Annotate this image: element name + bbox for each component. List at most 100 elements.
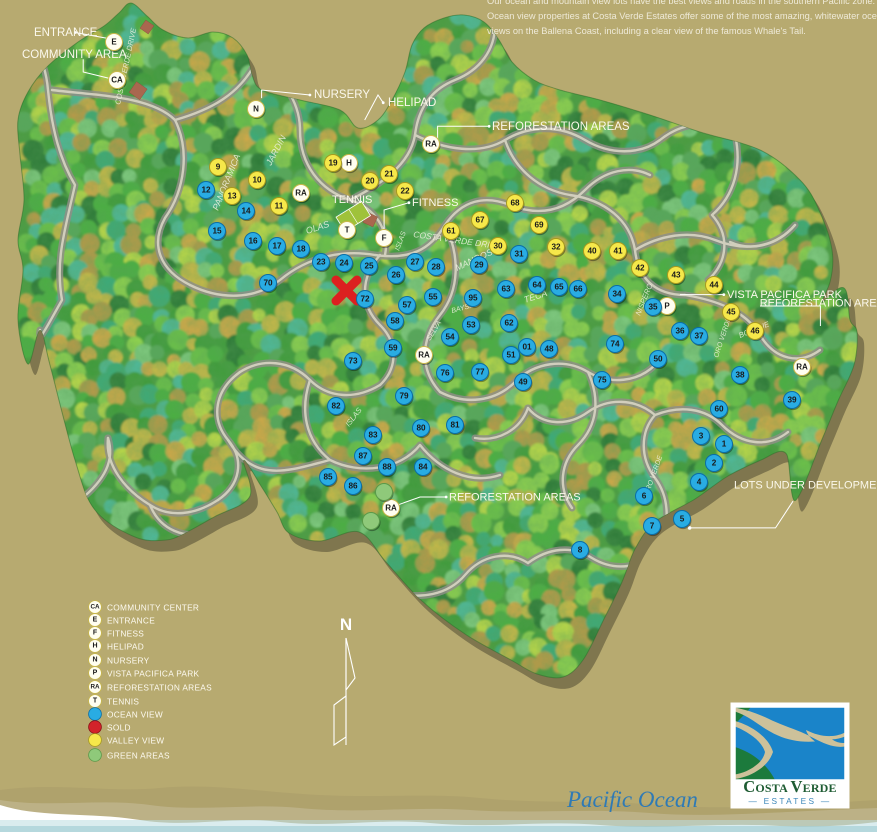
svg-text:REFORESTATION AREAS: REFORESTATION AREAS — [492, 121, 630, 133]
svg-text:73: 73 — [348, 357, 358, 366]
svg-text:COMMUNITY CENTER: COMMUNITY CENTER — [107, 603, 199, 613]
svg-text:RA: RA — [295, 189, 307, 198]
svg-text:36: 36 — [675, 327, 685, 336]
svg-text:88: 88 — [382, 463, 392, 472]
svg-text:E: E — [111, 38, 117, 47]
svg-text:2: 2 — [712, 459, 717, 468]
svg-text:39: 39 — [787, 396, 797, 405]
svg-text:T: T — [345, 226, 350, 235]
svg-text:14: 14 — [241, 207, 251, 216]
svg-text:TENNIS: TENNIS — [107, 697, 139, 707]
svg-text:20: 20 — [365, 177, 375, 186]
svg-text:REFORESTATION AREAS: REFORESTATION AREAS — [760, 298, 877, 310]
svg-text:CA: CA — [111, 76, 123, 85]
svg-text:83: 83 — [368, 431, 378, 440]
svg-text:REFORESTATION AREAS: REFORESTATION AREAS — [107, 683, 212, 693]
svg-text:ENTRANCE: ENTRANCE — [34, 27, 98, 39]
svg-text:31: 31 — [514, 250, 524, 259]
svg-text:25: 25 — [364, 262, 374, 271]
svg-text:48: 48 — [544, 345, 554, 354]
svg-text:79: 79 — [399, 392, 409, 401]
svg-text:3: 3 — [699, 432, 704, 441]
svg-text:44: 44 — [709, 281, 719, 290]
svg-text:65: 65 — [554, 283, 564, 292]
svg-text:64: 64 — [532, 281, 542, 290]
svg-text:49: 49 — [518, 378, 528, 387]
svg-text:VISTA PACIFICA PARK: VISTA PACIFICA PARK — [107, 669, 200, 679]
svg-text:62: 62 — [504, 319, 514, 328]
svg-text:17: 17 — [272, 242, 282, 251]
svg-text:HELIPAD: HELIPAD — [388, 97, 436, 109]
svg-text:41: 41 — [613, 247, 623, 256]
svg-text:FITNESS: FITNESS — [107, 629, 144, 639]
svg-text:95: 95 — [468, 294, 478, 303]
svg-text:67: 67 — [475, 216, 485, 225]
svg-text:37: 37 — [694, 332, 704, 341]
svg-text:10: 10 — [252, 176, 262, 185]
svg-text:4: 4 — [697, 478, 702, 487]
svg-text:61: 61 — [446, 227, 456, 236]
svg-text:46: 46 — [750, 327, 760, 336]
svg-text:70: 70 — [263, 279, 273, 288]
svg-text:— ESTATES —: — ESTATES — — [748, 796, 831, 806]
svg-text:VALLEY VIEW: VALLEY VIEW — [107, 736, 164, 746]
svg-text:H: H — [92, 643, 97, 650]
svg-text:HELIPAD: HELIPAD — [107, 642, 144, 652]
svg-text:35: 35 — [648, 303, 658, 312]
svg-text:T: T — [93, 698, 98, 705]
svg-text:GREEN AREAS: GREEN AREAS — [107, 751, 170, 761]
svg-text:43: 43 — [671, 271, 681, 280]
svg-text:F: F — [93, 630, 98, 637]
svg-text:N: N — [253, 105, 259, 114]
svg-text:76: 76 — [440, 369, 450, 378]
svg-text:Pacific Ocean: Pacific Ocean — [566, 787, 698, 812]
svg-text:63: 63 — [501, 285, 511, 294]
svg-text:8: 8 — [578, 546, 583, 555]
svg-text:views on the Ballena Coast, in: views on the Ballena Coast, including a … — [487, 26, 806, 36]
svg-text:RA: RA — [385, 504, 397, 513]
svg-text:74: 74 — [610, 340, 620, 349]
svg-text:18: 18 — [296, 245, 306, 254]
svg-text:REFORESTATION AREAS: REFORESTATION AREAS — [449, 492, 581, 504]
svg-text:28: 28 — [431, 263, 441, 272]
svg-text:30: 30 — [493, 242, 503, 251]
svg-text:Ocean view properties at Costa: Ocean view properties at Costa Verde Est… — [487, 11, 877, 21]
svg-text:1: 1 — [722, 440, 727, 449]
svg-text:59: 59 — [388, 344, 398, 353]
svg-text:85: 85 — [323, 473, 333, 482]
svg-text:01: 01 — [522, 343, 532, 352]
svg-text:87: 87 — [358, 452, 368, 461]
svg-text:13: 13 — [227, 192, 237, 201]
svg-text:RA: RA — [796, 363, 808, 372]
svg-text:H: H — [346, 159, 352, 168]
svg-text:86: 86 — [348, 482, 358, 491]
svg-text:27: 27 — [410, 258, 420, 267]
svg-text:11: 11 — [275, 202, 284, 211]
svg-text:RA: RA — [90, 684, 100, 691]
svg-text:24: 24 — [339, 259, 349, 268]
svg-text:19: 19 — [328, 159, 338, 168]
svg-text:72: 72 — [360, 295, 370, 304]
svg-text:12: 12 — [201, 186, 211, 195]
svg-text:FITNESS: FITNESS — [412, 197, 458, 209]
svg-text:32: 32 — [551, 243, 561, 252]
svg-text:38: 38 — [735, 371, 745, 380]
svg-text:OCEAN VIEW: OCEAN VIEW — [107, 710, 163, 720]
svg-text:84: 84 — [418, 463, 428, 472]
svg-text:26: 26 — [391, 271, 401, 280]
svg-text:TENNIS: TENNIS — [332, 194, 372, 206]
svg-text:58: 58 — [390, 317, 400, 326]
svg-text:RA: RA — [418, 351, 430, 360]
svg-text:15: 15 — [212, 227, 222, 236]
svg-text:16: 16 — [248, 237, 258, 246]
svg-text:CA: CA — [90, 604, 100, 611]
svg-text:RA: RA — [425, 140, 437, 149]
svg-text:5: 5 — [680, 515, 685, 524]
svg-text:60: 60 — [714, 405, 724, 414]
svg-text:7: 7 — [650, 522, 655, 531]
svg-text:P: P — [664, 302, 670, 311]
svg-text:22: 22 — [400, 187, 410, 196]
svg-text:21: 21 — [384, 170, 394, 179]
svg-text:45: 45 — [726, 308, 736, 317]
svg-text:69: 69 — [534, 221, 544, 230]
